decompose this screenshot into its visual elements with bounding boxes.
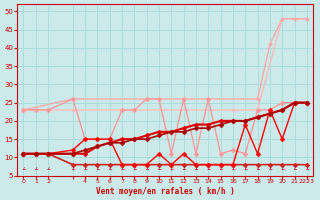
X-axis label: Vent moyen/en rafales ( km/h ): Vent moyen/en rafales ( km/h ) (96, 187, 235, 196)
